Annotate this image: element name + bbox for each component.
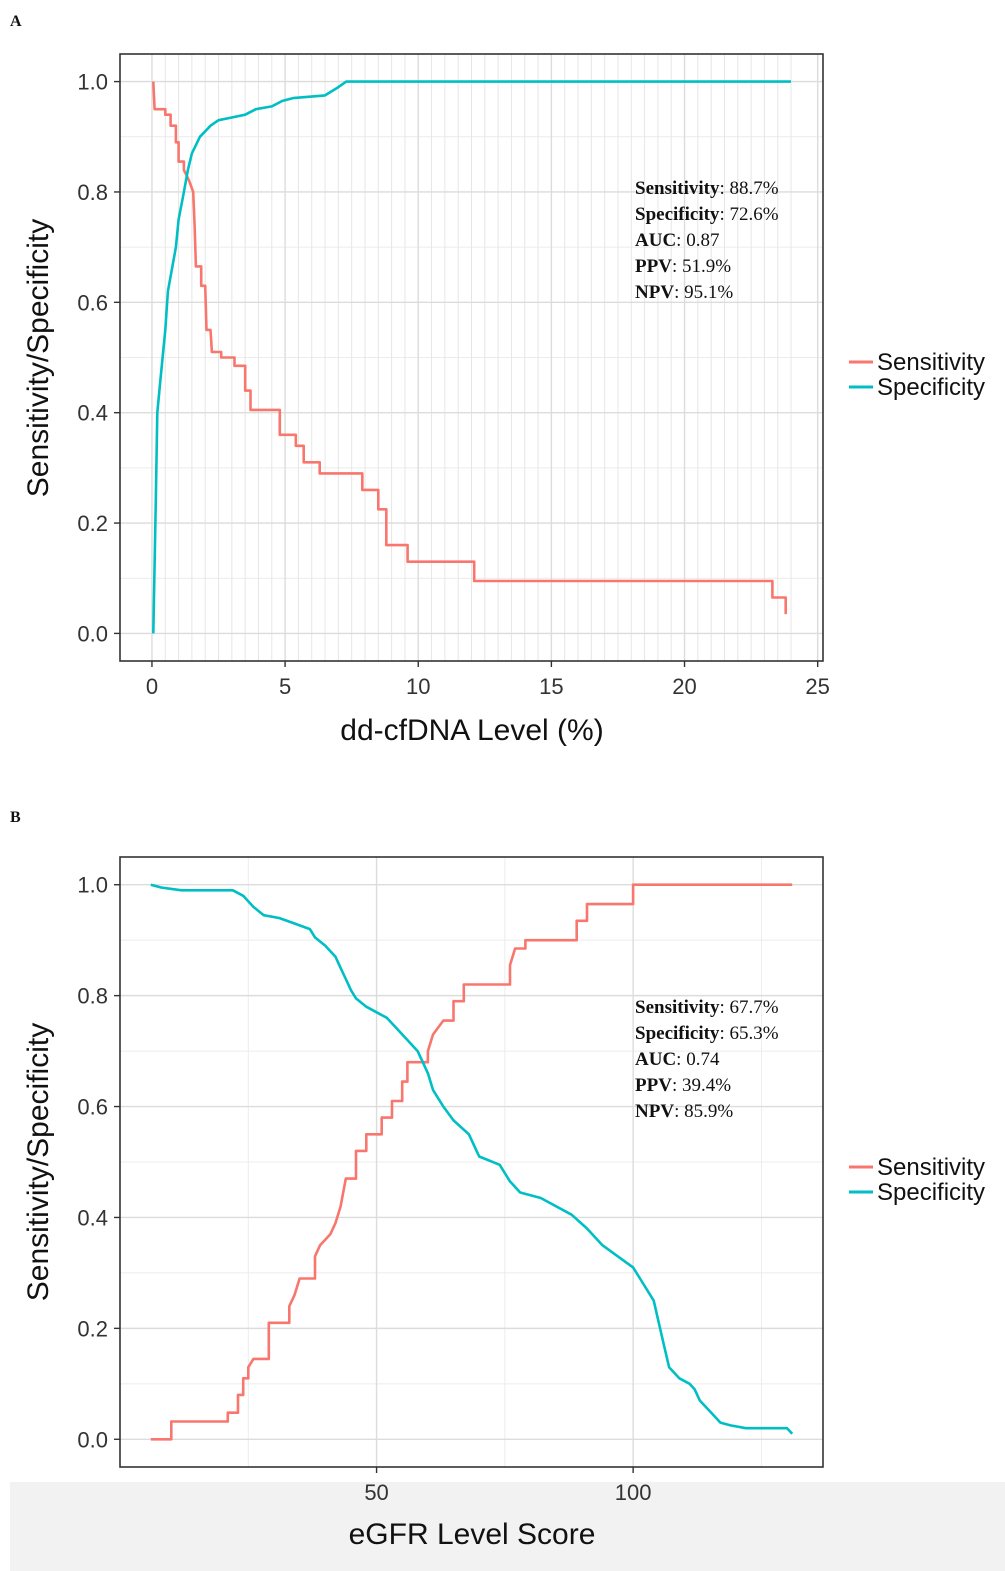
panel-b-legend-label-specificity: Specificity	[877, 1179, 985, 1206]
panel-b-y-tick-label: 0.6	[77, 1095, 108, 1120]
panel-a-x-tick-label: 10	[406, 674, 430, 699]
panel-b-letter: B	[10, 809, 21, 826]
panel-a-series-specificity-line	[152, 80, 791, 634]
panel-b-stat-npv: NPV: 85.9%	[635, 1101, 733, 1122]
panel-b-series-sensitivity-line	[150, 883, 793, 1441]
panel-b-stat-ppv: PPV: 39.4%	[635, 1075, 731, 1096]
panel-a-x-tick-label: 20	[672, 674, 696, 699]
panel-a-y-tick-label: 0.6	[77, 290, 108, 315]
panel-a-x-tick-label: 25	[805, 674, 829, 699]
panel-a-plot-border	[119, 53, 824, 662]
panel-a-x-tick-label: 0	[146, 674, 158, 699]
panel-b-ticks: 0.0 0.2 0.4 0.6 0.8 1.0 50 100	[77, 873, 651, 1505]
panel-b-x-axis-title: eGFR Level Score	[349, 1518, 596, 1551]
panel-b-legend: Sensitivity Specificity	[849, 1154, 985, 1206]
panel-b-x-tick-label: 50	[364, 1480, 388, 1505]
panel-a-y-tick-label: 0.2	[77, 511, 108, 536]
panel-a-legend-label-sensitivity: Sensitivity	[877, 349, 985, 376]
panel-b-major-grid	[120, 857, 823, 1467]
panel-b-y-tick-label: 0.2	[77, 1316, 108, 1341]
panel-a-x-axis-title: dd-cfDNA Level (%)	[340, 714, 603, 747]
panel-b-series	[150, 883, 794, 1441]
panel-a-y-tick-label: 0.0	[77, 621, 108, 646]
panel-a-x-tick-label: 15	[539, 674, 563, 699]
panel-b: B 0.0 0.2 0.4 0.6 0.8 1.0 50 100 eGFR Level Sco…	[10, 809, 985, 1551]
panel-b-stat-specificity: Specificity: 65.3%	[635, 1023, 779, 1044]
panel-a-stats: Sensitivity: 88.7% Specificity: 72.6% AU…	[635, 178, 779, 303]
panel-a-ticks: 0.0 0.2 0.4 0.6 0.8 1.0 0 5 10 15 20 25	[77, 70, 830, 699]
panel-a-legend: Sensitivity Specificity	[849, 349, 985, 401]
panel-b-y-axis-title: Sensitivity/Specificity	[22, 1023, 55, 1301]
panel-b-series-specificity-line	[150, 883, 794, 1435]
panel-a-series	[152, 80, 791, 634]
panel-a-stat-sensitivity: Sensitivity: 88.7%	[635, 178, 779, 199]
panel-b-stat-auc: AUC: 0.74	[635, 1049, 720, 1070]
panel-b-y-tick-label: 0.8	[77, 984, 108, 1009]
panel-b-y-tick-label: 0.4	[77, 1205, 108, 1230]
panel-a-stat-specificity: Specificity: 72.6%	[635, 204, 779, 225]
panel-a-y-axis-title: Sensitivity/Specificity	[22, 219, 55, 497]
bottom-band	[10, 1482, 1005, 1571]
panel-a-y-tick-label: 0.8	[77, 180, 108, 205]
panel-b-y-tick-label: 1.0	[77, 873, 108, 898]
panel-b-x-tick-label: 100	[615, 1480, 652, 1505]
panel-b-y-tick-label: 0.0	[77, 1427, 108, 1452]
panel-a-series-sensitivity-line	[152, 81, 787, 615]
panel-a-stat-auc: AUC: 0.87	[635, 230, 719, 251]
panel-a-y-tick-label: 1.0	[77, 70, 108, 95]
panel-a-letter: A	[10, 13, 22, 30]
panel-a-legend-label-specificity: Specificity	[877, 374, 985, 401]
panel-a-x-tick-label: 5	[279, 674, 291, 699]
panel-a: A 0.0 0.2 0.4 0.6 0.8 1.0 0 5 10 15 20 25 dd-cfDNA …	[10, 13, 985, 747]
panel-a-y-tick-label: 0.4	[77, 401, 108, 426]
panel-b-plot-border	[119, 856, 824, 1468]
panel-a-minor-grid	[120, 54, 823, 661]
panel-a-stat-ppv: PPV: 51.9%	[635, 256, 731, 277]
panel-b-stats: Sensitivity: 67.7% Specificity: 65.3% AU…	[635, 997, 779, 1122]
panel-b-legend-label-sensitivity: Sensitivity	[877, 1154, 985, 1181]
panel-a-stat-npv: NPV: 95.1%	[635, 282, 733, 303]
panel-b-stat-sensitivity: Sensitivity: 67.7%	[635, 997, 779, 1018]
